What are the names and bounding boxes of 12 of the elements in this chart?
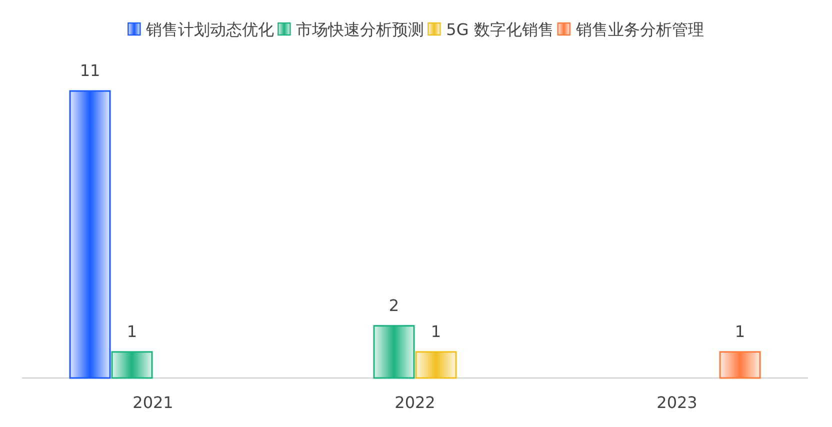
data-label: 2	[388, 296, 400, 315]
x-tick-label: 2023	[656, 393, 698, 412]
data-label: 11	[80, 61, 100, 80]
legend-label: 销售业务分析管理	[574, 20, 704, 39]
x-tick-label: 2022	[394, 393, 436, 412]
data-label: 1	[430, 322, 442, 341]
x-tick-label: 2021	[132, 393, 174, 412]
legend-label: 销售计划动态优化	[145, 20, 274, 39]
data-label: 1	[734, 322, 746, 341]
data-label: 1	[126, 322, 138, 341]
legend-label: 5G 数字化销售	[446, 20, 554, 39]
legend-label: 市场快速分析预测	[296, 20, 424, 39]
